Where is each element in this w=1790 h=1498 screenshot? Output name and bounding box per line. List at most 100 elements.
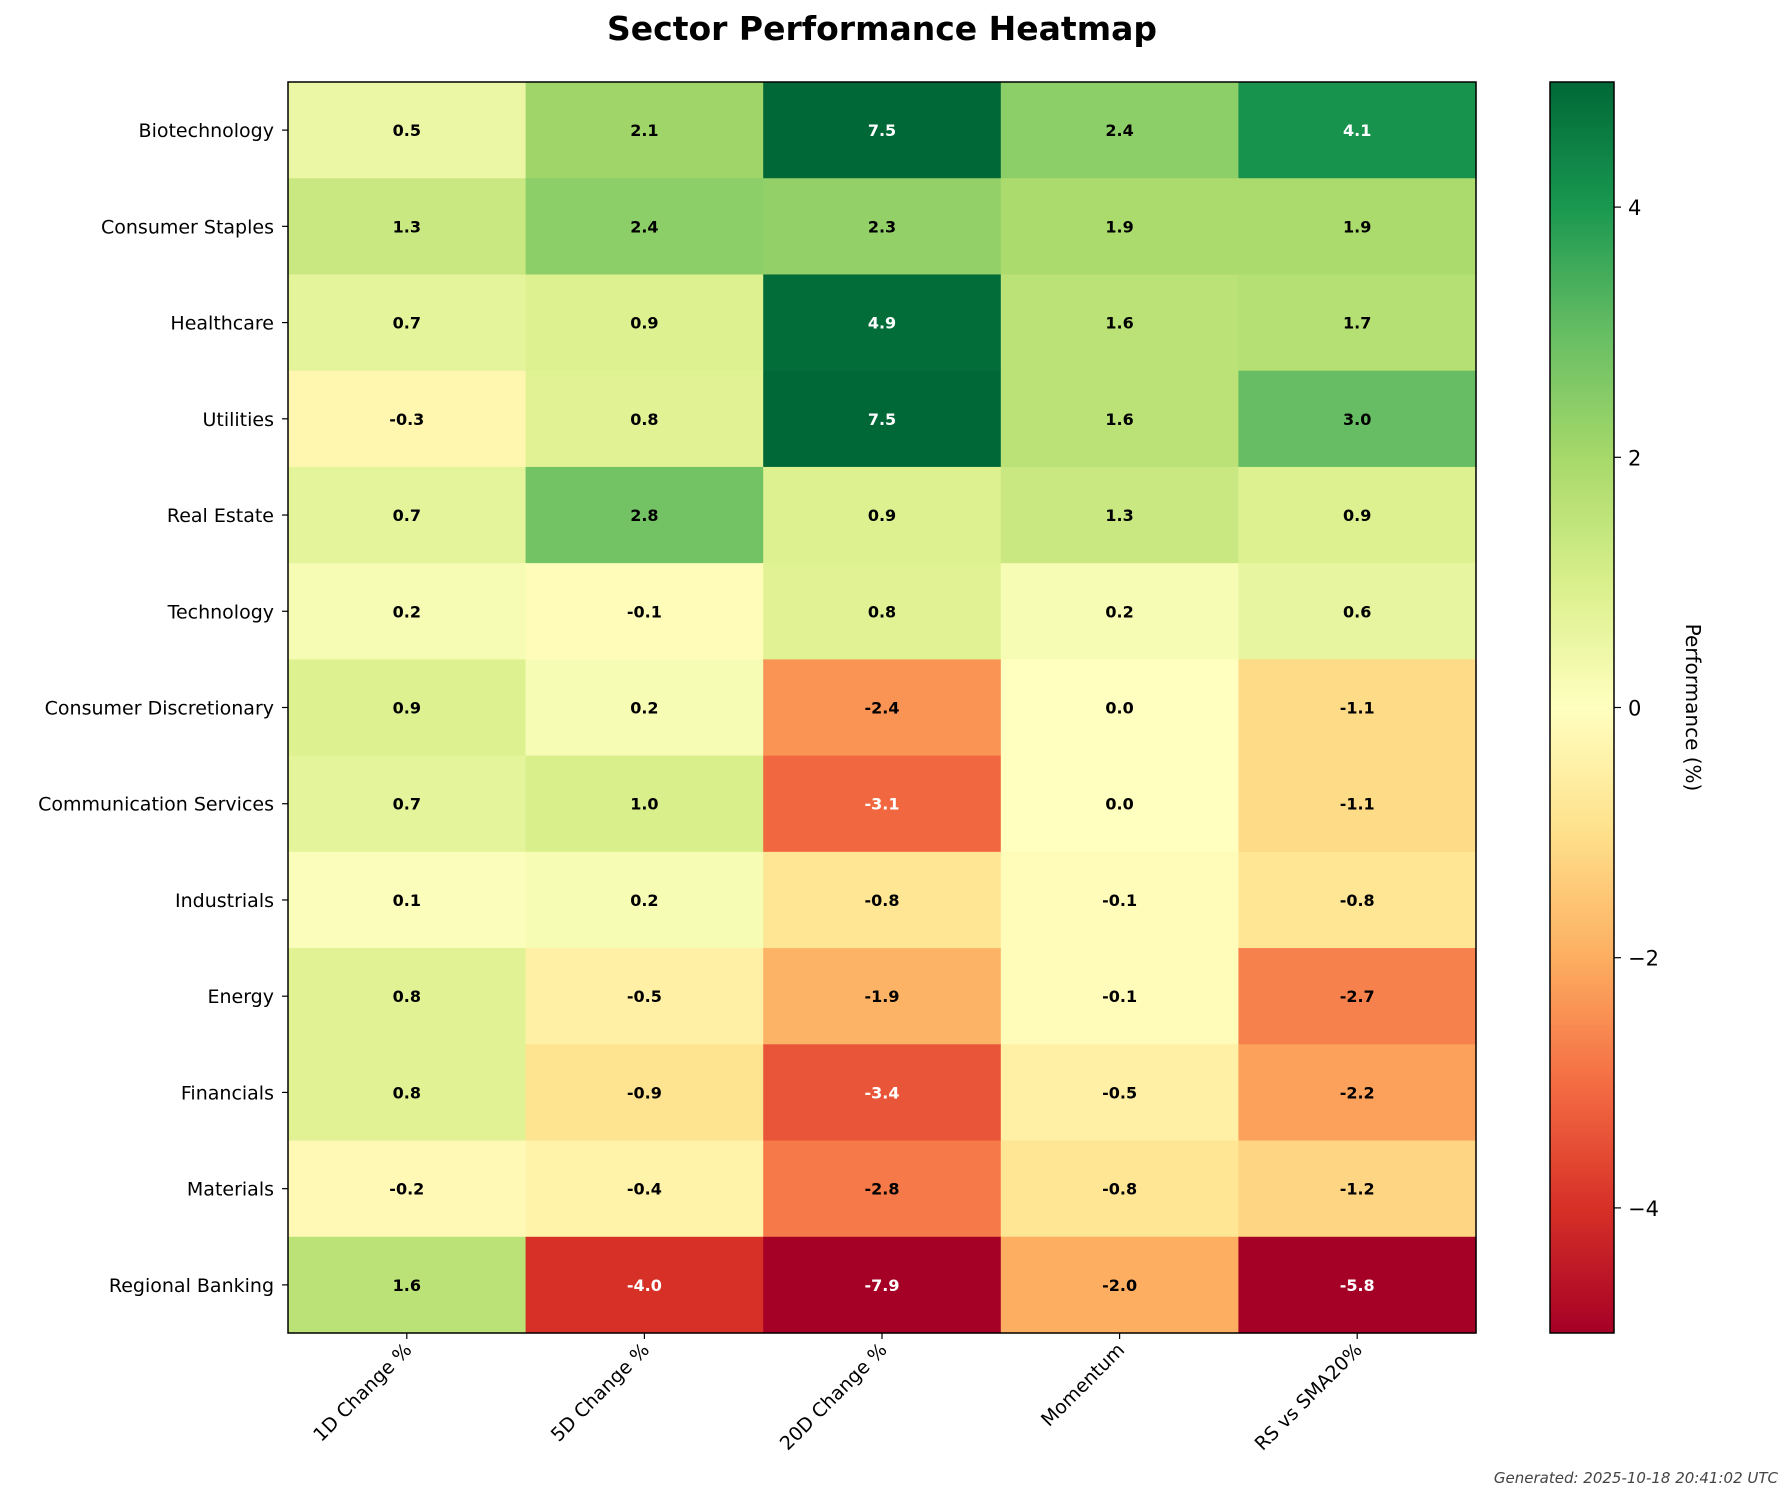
cell-value-label: 0.0 [1105, 699, 1133, 718]
row-labels: Biotechnology Consumer Staples Healthcare U… [38, 120, 288, 1297]
column-label: 1D Change % [309, 1339, 416, 1446]
cell-value-label: 1.6 [393, 1276, 421, 1295]
heatmap-cell [1000, 659, 1239, 757]
heatmap-cell [288, 370, 527, 468]
row-label: Communication Services [38, 794, 274, 816]
colorbar-tick-label: 4 [1628, 196, 1641, 220]
cell-value-label: 2.1 [630, 121, 658, 140]
cell-value-label: -7.9 [865, 1276, 900, 1295]
heatmap-cell [288, 851, 527, 949]
heatmap-cell [288, 1044, 527, 1142]
cell-value-label: 0.7 [393, 795, 421, 814]
cell-value-label: -4.0 [627, 1276, 662, 1295]
colorbar-tick-label: −2 [1628, 947, 1659, 971]
heatmap-cell [525, 1236, 764, 1334]
heatmap-cell [525, 948, 764, 1045]
cell-value-label: 0.1 [393, 891, 421, 910]
colorbar: 4 2 0 −2 −4 Performance (%) [1549, 81, 1705, 1334]
cell-value-label: -0.1 [627, 602, 662, 621]
heatmap-cell [763, 755, 1002, 853]
heatmap-cell [288, 178, 527, 276]
row-label: Consumer Discretionary [45, 698, 274, 720]
cell-value-label: 0.0 [1105, 795, 1133, 814]
cell-value-label: -1.2 [1340, 1180, 1375, 1199]
cell-value-label: 0.8 [393, 987, 421, 1006]
cell-value-label: -2.7 [1340, 987, 1375, 1006]
column-label: Momentum [1037, 1339, 1129, 1431]
cell-value-label: -0.3 [389, 410, 424, 429]
cell-value-label: 3.0 [1343, 410, 1371, 429]
heatmap-cell [763, 659, 1002, 757]
heatmap-cell [525, 274, 764, 372]
heatmap-cell [1238, 274, 1477, 372]
heatmap-cell [763, 851, 1002, 949]
cell-value-label: -0.4 [627, 1180, 662, 1199]
heatmap-cell [525, 563, 764, 660]
heatmap-cell [525, 370, 764, 468]
cell-value-label: 2.4 [1105, 121, 1133, 140]
footnote: Generated: 2025-10-18 20:41:02 UTC [1494, 1469, 1779, 1487]
cell-value-label: -3.4 [865, 1083, 900, 1102]
cell-value-label: 1.6 [1105, 314, 1133, 333]
cell-value-label: -0.1 [1102, 987, 1137, 1006]
colorbar-gradient [1549, 81, 1615, 1334]
cell-value-label: 0.7 [393, 506, 421, 525]
heatmap-cell [763, 466, 1002, 564]
cell-value-label: -0.1 [1102, 891, 1137, 910]
row-label: Materials [187, 1179, 274, 1201]
colorbar-tick-label: 2 [1628, 446, 1641, 470]
cell-value-label: 0.2 [630, 699, 658, 718]
colorbar-tick-label: −4 [1628, 1197, 1659, 1221]
cell-value-label: -1.1 [1340, 795, 1375, 814]
cell-value-label: 1.9 [1343, 217, 1371, 236]
cell-value-label: 0.8 [393, 1083, 421, 1102]
heatmap-cell [1000, 370, 1239, 468]
row-label: Industrials [175, 890, 274, 912]
row-label: Utilities [202, 409, 274, 431]
heatmap-cells: 0.5 2.1 7.5 2.4 4.1 1.3 2.4 2.3 1.9 1.9 0.7 0.9 4.9 1… [287, 81, 1477, 1334]
cell-value-label: 2.8 [630, 506, 658, 525]
cell-value-label: -2.2 [1340, 1083, 1375, 1102]
cell-value-label: 0.7 [393, 314, 421, 333]
heatmap-cell [288, 82, 527, 179]
cell-value-label: -1.9 [865, 987, 900, 1006]
cell-value-label: 2.3 [868, 217, 896, 236]
heatmap-cell [1238, 851, 1477, 949]
cell-value-label: -0.9 [627, 1083, 662, 1102]
heatmap-cell [525, 659, 764, 757]
heatmap-cell [763, 948, 1002, 1045]
heatmap-cell [1000, 82, 1239, 179]
heatmap-cell [763, 1236, 1002, 1334]
row-label: Financials [181, 1082, 274, 1104]
row-label: Healthcare [170, 313, 274, 335]
heatmap-cell [1000, 466, 1239, 564]
heatmap-cell [1238, 755, 1477, 853]
row-label: Energy [207, 986, 274, 1008]
heatmap-cell [288, 466, 527, 564]
heatmap-cell [288, 274, 527, 372]
cell-value-label: 0.9 [868, 506, 896, 525]
heatmap-cell [1000, 1044, 1239, 1142]
cell-value-label: -5.8 [1340, 1276, 1375, 1295]
cell-value-label: 1.6 [1105, 410, 1133, 429]
row-label: Real Estate [167, 505, 274, 527]
column-labels: 1D Change % 5D Change % 20D Change % Moment… [309, 1333, 1367, 1455]
heatmap-cell [1238, 370, 1477, 468]
heatmap-cell [1238, 563, 1477, 660]
heatmap-cell [1000, 178, 1239, 276]
cell-value-label: 1.9 [1105, 217, 1133, 236]
cell-value-label: 4.1 [1343, 121, 1371, 140]
cell-value-label: 2.4 [630, 217, 658, 236]
heatmap-cell [288, 755, 527, 853]
cell-value-label: 0.2 [393, 602, 421, 621]
cell-value-label: 1.3 [1105, 506, 1133, 525]
heatmap-cell [763, 1140, 1002, 1238]
cell-value-label: 0.9 [393, 699, 421, 718]
cell-value-label: -2.8 [865, 1180, 900, 1199]
cell-value-label: 0.8 [868, 602, 896, 621]
heatmap-cell [1238, 178, 1477, 276]
cell-value-label: 0.9 [630, 314, 658, 333]
cell-value-label: -0.8 [1340, 891, 1375, 910]
column-label: 20D Change % [776, 1339, 892, 1455]
heatmap-cell [1238, 1140, 1477, 1238]
